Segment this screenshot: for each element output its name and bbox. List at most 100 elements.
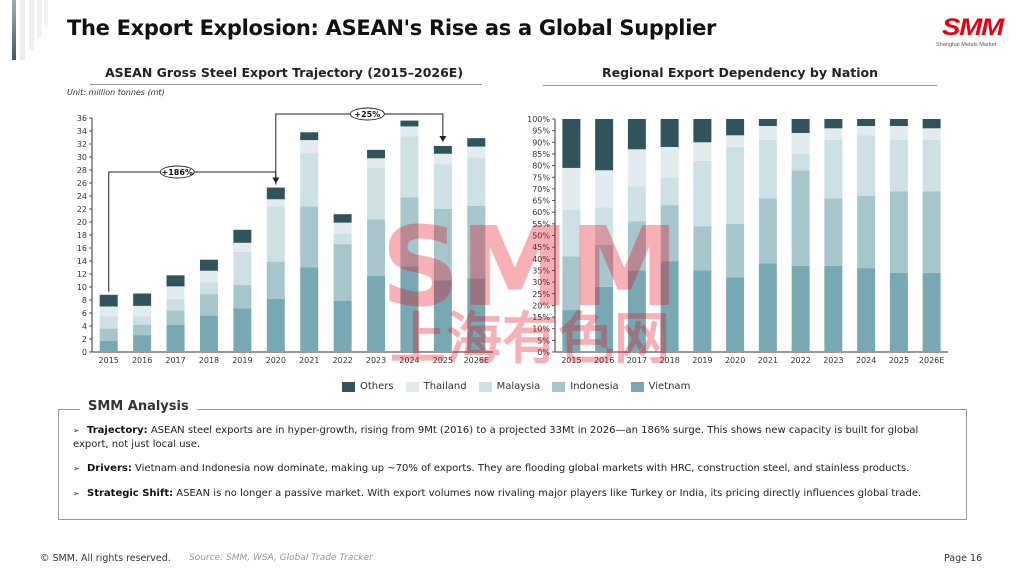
y-tick-label: 10% bbox=[532, 325, 550, 334]
bar-segment-malaysia bbox=[922, 139, 941, 192]
y-tick-label: 28 bbox=[77, 166, 87, 175]
bar-segment-thailand bbox=[693, 142, 712, 161]
y-tick-label: 15% bbox=[532, 313, 550, 322]
bar-segment-indonesia bbox=[562, 256, 581, 311]
bar-segment-indonesia bbox=[889, 191, 908, 273]
logo-mark: SMM bbox=[942, 14, 1004, 41]
bar-segment-malaysia bbox=[758, 139, 777, 199]
bar-segment-others bbox=[433, 145, 452, 154]
bar-segment-indonesia bbox=[367, 219, 386, 276]
bar-segment-vietnam bbox=[199, 315, 218, 352]
bar-segment-thailand bbox=[889, 125, 908, 140]
x-tick-label: 2018 bbox=[659, 356, 679, 365]
bar-segment-vietnam bbox=[133, 335, 152, 352]
legend-swatch-indonesia bbox=[552, 381, 566, 392]
bar-segment-malaysia bbox=[199, 282, 218, 295]
right-chart: 0% 5% 10% 15% 20% 25% 30% 35% 40% 45% 50% 55% 60% 65%… bbox=[527, 115, 948, 365]
bar-segment-others bbox=[857, 119, 876, 126]
bar-segment-indonesia bbox=[467, 205, 486, 279]
bar-segment-others bbox=[367, 149, 386, 159]
bar-segment-thailand bbox=[433, 153, 452, 165]
bar-segment-vietnam bbox=[367, 275, 386, 352]
bar-segment-vietnam bbox=[889, 272, 908, 352]
bar-segment-others bbox=[333, 214, 352, 223]
bar-segment-indonesia bbox=[433, 209, 452, 281]
bar-segment-malaysia bbox=[693, 160, 712, 227]
bar-segment-malaysia bbox=[367, 168, 386, 220]
bar-segment-others bbox=[400, 120, 419, 127]
watermark: SMM 上海有色网 bbox=[381, 203, 679, 372]
bar-segment-thailand bbox=[233, 242, 252, 252]
growth-badge-label: +25% bbox=[354, 110, 380, 119]
bar-segment-malaysia bbox=[889, 139, 908, 192]
bar-segment-malaysia bbox=[433, 164, 452, 209]
x-tick-label: 2022 bbox=[790, 356, 810, 365]
bar-segment-vietnam bbox=[333, 300, 352, 352]
bar-segment-vietnam bbox=[660, 261, 679, 352]
legend-item-malaysia: Malaysia bbox=[478, 381, 540, 392]
y-tick-label: 75% bbox=[532, 173, 550, 182]
x-tick-label: 2023 bbox=[366, 356, 386, 365]
logo-subtitle: Shanghai Metals Market bbox=[936, 42, 997, 48]
bar-segment-indonesia bbox=[824, 198, 843, 266]
x-tick-label: 2025 bbox=[889, 356, 909, 365]
x-tick-label: 2022 bbox=[332, 356, 352, 365]
legend-label: Vietnam bbox=[648, 381, 691, 392]
bar-segment-indonesia bbox=[166, 310, 185, 325]
footer-source: Source: SMM, WSA, Global Trade Tracker bbox=[189, 553, 373, 563]
bar-segment-indonesia bbox=[693, 226, 712, 271]
bar-segment-indonesia bbox=[791, 170, 810, 266]
bullet-label: Drivers: bbox=[87, 463, 132, 474]
bar-segment-malaysia bbox=[791, 153, 810, 171]
y-tick-label: 4 bbox=[82, 322, 87, 331]
legend-item-others: Others bbox=[342, 381, 394, 392]
bullet-arrow-icon: ➢ bbox=[73, 426, 80, 435]
y-tick-label: 35% bbox=[532, 266, 550, 275]
bullet-arrow-icon: ➢ bbox=[73, 464, 80, 473]
bar-segment-thailand bbox=[824, 128, 843, 140]
smm-logo: SMM Shanghai Metals Market bbox=[936, 14, 1012, 52]
bar-segment-thailand bbox=[922, 128, 941, 140]
bar-segment-thailand bbox=[857, 125, 876, 136]
x-tick-label: 2026E bbox=[919, 356, 944, 365]
y-tick-label: 30% bbox=[532, 278, 550, 287]
x-tick-label: 2021 bbox=[299, 356, 319, 365]
x-tick-label: 2019 bbox=[692, 356, 712, 365]
growth-badge-label: +186% bbox=[162, 168, 193, 177]
y-tick-label: 12 bbox=[77, 270, 87, 279]
bar-segment-indonesia bbox=[266, 261, 285, 299]
y-tick-label: 40% bbox=[532, 255, 550, 264]
legend-item-thailand: Thailand bbox=[405, 381, 467, 392]
analysis-box bbox=[58, 409, 967, 520]
bar-segment-malaysia bbox=[233, 251, 252, 286]
y-tick-label: 60% bbox=[532, 208, 550, 217]
bar-segment-indonesia bbox=[199, 294, 218, 316]
y-tick-label: 36 bbox=[77, 114, 87, 123]
bar-segment-thailand bbox=[758, 125, 777, 140]
right-chart-title: Regional Export Dependency by Nation bbox=[601, 65, 879, 80]
bar-segment-thailand bbox=[791, 132, 810, 154]
bar-segment-others bbox=[627, 119, 646, 150]
bar-segment-indonesia bbox=[99, 328, 118, 341]
y-tick-label: 25% bbox=[532, 290, 550, 299]
bar-segment-thailand bbox=[166, 286, 185, 299]
bar-segment-vietnam bbox=[467, 278, 486, 352]
y-tick-label: 55% bbox=[532, 220, 550, 229]
bar-segment-malaysia bbox=[660, 177, 679, 206]
bar-segment-others bbox=[660, 119, 679, 147]
bar-segment-others bbox=[233, 229, 252, 243]
bar-segment-indonesia bbox=[133, 324, 152, 336]
y-tick-label: 14 bbox=[77, 257, 87, 266]
bar-segment-vietnam bbox=[758, 263, 777, 352]
bullet-label: Strategic Shift: bbox=[87, 488, 174, 499]
bar-segment-others bbox=[726, 119, 745, 136]
unit-label: Unit: million tonnes (mt) bbox=[67, 88, 165, 97]
bar-segment-vietnam bbox=[595, 286, 614, 352]
bar-segment-thailand bbox=[726, 135, 745, 147]
bullet-arrow-icon: ➢ bbox=[73, 489, 80, 498]
y-tick-label: 8 bbox=[82, 296, 87, 305]
analysis-bullet-drivers: ➢ Drivers: Vietnam and Indonesia now domi… bbox=[73, 462, 948, 476]
y-tick-label: 18 bbox=[77, 231, 87, 240]
legend-swatch-malaysia bbox=[478, 381, 492, 392]
